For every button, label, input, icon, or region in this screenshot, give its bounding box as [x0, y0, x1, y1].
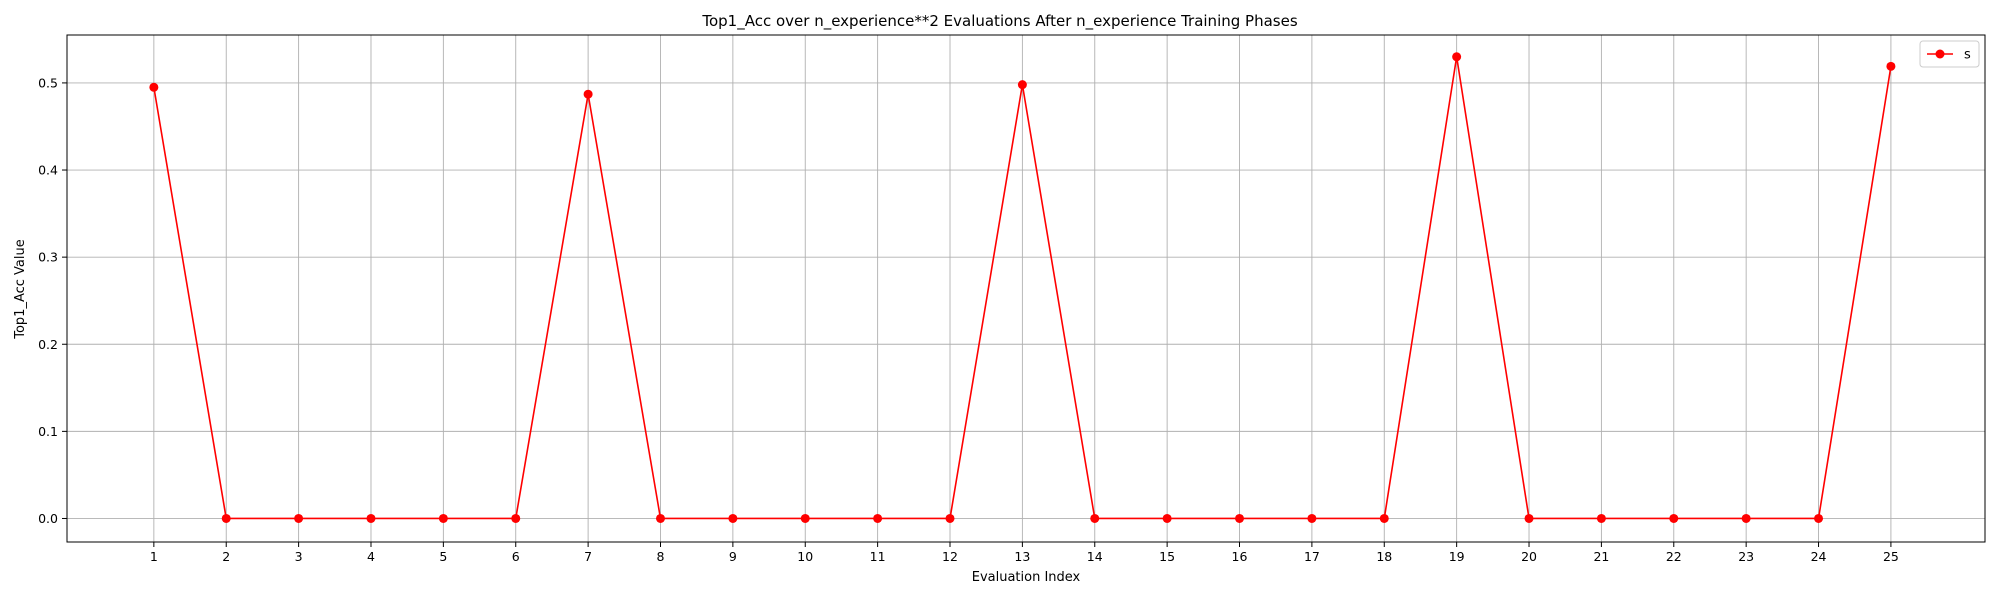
- x-tick-label: 19: [1449, 549, 1465, 564]
- x-tick-label: 20: [1521, 549, 1537, 564]
- data-point: [149, 82, 159, 92]
- data-point: [1162, 513, 1172, 523]
- x-tick-label: 17: [1304, 549, 1320, 564]
- x-tick-label: 24: [1811, 549, 1827, 564]
- x-tick-label: 22: [1666, 549, 1682, 564]
- data-point: [800, 513, 810, 523]
- legend-marker-icon: [1935, 49, 1945, 59]
- data-point: [1017, 80, 1027, 90]
- x-tick-label: 18: [1376, 549, 1392, 564]
- chart-title: Top1_Acc over n_experience**2 Evaluation…: [701, 12, 1297, 31]
- x-tick-label: 16: [1232, 549, 1248, 564]
- data-point: [221, 513, 231, 523]
- x-tick-label: 13: [1014, 549, 1030, 564]
- data-point: [1379, 513, 1389, 523]
- data-point: [294, 513, 304, 523]
- x-tick-label: 14: [1087, 549, 1103, 564]
- data-point: [583, 89, 593, 99]
- y-tick-label: 0.2: [38, 337, 58, 352]
- data-point: [438, 513, 448, 523]
- legend: s: [1919, 40, 1980, 68]
- x-tick-label: 9: [729, 549, 737, 564]
- x-tick-label: 11: [870, 549, 886, 564]
- y-tick-label: 0.4: [38, 163, 58, 178]
- y-tick-label: 0.0: [38, 511, 58, 526]
- data-point: [1452, 52, 1462, 62]
- data-point: [1886, 61, 1896, 71]
- legend-label: s: [1964, 48, 1971, 63]
- data-point: [366, 513, 376, 523]
- data-point: [511, 513, 521, 523]
- data-point: [1524, 513, 1534, 523]
- x-tick-label: 15: [1159, 549, 1175, 564]
- y-tick-label: 0.3: [38, 250, 58, 265]
- plot-frame: [66, 34, 1986, 543]
- data-point: [1090, 513, 1100, 523]
- y-tick-label: 0.1: [38, 424, 58, 439]
- x-tick-label: 5: [439, 549, 447, 564]
- y-tick-label: 0.5: [38, 75, 58, 90]
- x-tick-label: 23: [1738, 549, 1754, 564]
- series-layer: [149, 52, 1896, 523]
- x-tick-label: 2: [222, 549, 230, 564]
- x-tick-label: 1: [150, 549, 158, 564]
- data-point: [655, 513, 665, 523]
- x-tick-label: 25: [1883, 549, 1899, 564]
- data-point: [1596, 513, 1606, 523]
- x-tick-label: 6: [512, 549, 520, 564]
- data-point: [1814, 513, 1824, 523]
- x-tick-label: 21: [1593, 549, 1609, 564]
- data-point: [945, 513, 955, 523]
- x-tick-label: 12: [942, 549, 958, 564]
- x-axis-ticks: 1 2 3 4 5 6 7 8 9 10 11 12 13 14 15 16 17 18 19 20 21 22 23 24 2…: [150, 542, 1899, 564]
- data-point: [1741, 513, 1751, 523]
- data-point: [1235, 513, 1245, 523]
- x-tick-label: 8: [657, 549, 665, 564]
- data-point: [1669, 513, 1679, 523]
- y-axis-ticks: 0.0 0.1 0.2 0.3 0.4 0.5: [38, 75, 67, 526]
- data-point: [873, 513, 883, 523]
- x-tick-label: 4: [367, 549, 375, 564]
- y-axis-label: Top1_Acc Value: [13, 239, 28, 340]
- data-point: [728, 513, 738, 523]
- x-tick-label: 3: [295, 549, 303, 564]
- data-point: [1307, 513, 1317, 523]
- x-tick-label: 10: [797, 549, 813, 564]
- x-axis-label: Evaluation Index: [972, 570, 1081, 585]
- x-tick-label: 7: [584, 549, 592, 564]
